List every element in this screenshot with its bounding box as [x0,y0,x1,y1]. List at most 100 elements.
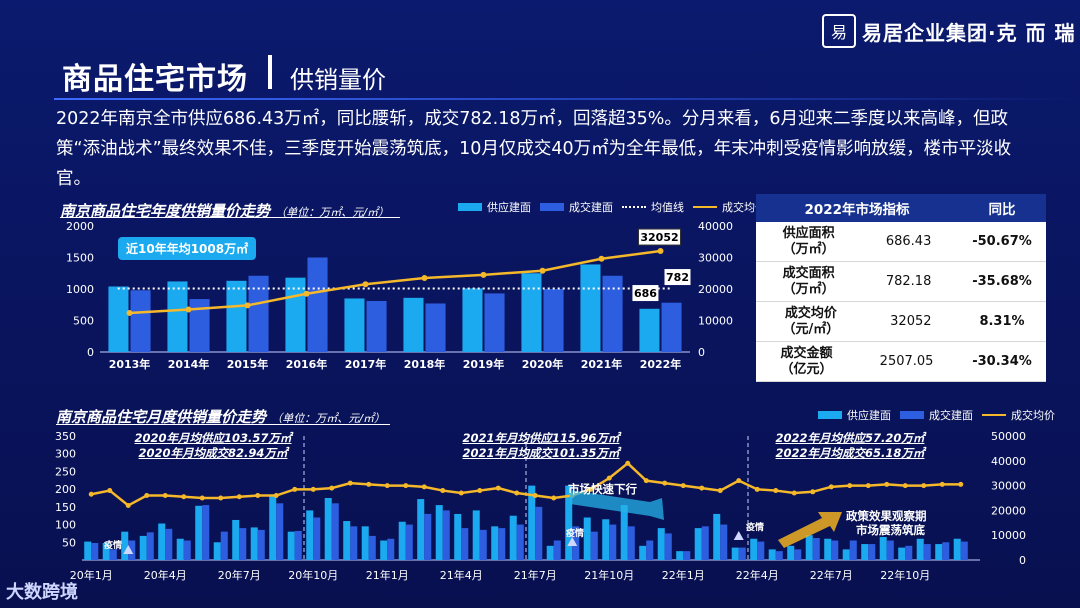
monthly-bar-supply [528,485,536,560]
monthly-bar-deal [498,528,506,560]
monthly-bar-deal [701,526,709,560]
epidemic-marker-icon [567,537,578,546]
annual-price-line [129,249,661,315]
kpi-yoy: 8.31% [958,301,1046,342]
annual-bar-deal [602,275,623,352]
legend-avg: 均值线 [651,201,684,214]
monthly-bar-deal [257,529,265,560]
monthly-bar-deal [812,538,820,560]
monthly-bar-supply [565,485,573,560]
annual-bar-supply [639,308,660,352]
monthly-price-point [236,494,242,500]
annual-ytick-left: 2000 [66,220,94,233]
kpi-label-main: 成交面积 [782,265,835,281]
annual-bar-deal [661,302,682,352]
monthly-bar-deal [757,541,765,560]
monthly-price-point [477,488,483,494]
monthly-bar-supply [916,538,924,560]
annual-price-point [598,255,605,262]
monthly-price-point [810,489,816,495]
monthly-bar-deal [146,532,154,560]
kpi-header-yoy: 同比 [958,194,1046,222]
monthly-bar-supply [546,545,554,560]
monthly-chart-unit: （单位：万㎡、元/㎡） [271,412,385,425]
kpi-value: 782.18 [885,273,932,289]
monthly-bar-supply [102,542,110,560]
monthly-chart-title: 南京商品住宅月度供销量价走势 （单位：万㎡、元/㎡） [56,406,385,427]
monthly-price-point [88,491,94,497]
monthly-price-point [329,485,335,491]
monthly-xtick: 20年1月 [70,568,113,582]
monthly-price-point [551,495,557,501]
monthly-price-point [421,484,427,490]
kpi-row: 成交均价 （元/㎡） 32052 8.31% [756,301,1046,342]
monthly-bar-deal [535,506,543,560]
annual-bar-supply [226,280,247,352]
monthly-bar-deal [331,503,339,560]
monthly-price-point [606,475,612,481]
monthly-price-point [643,478,649,484]
monthly-bar-supply [509,515,517,560]
monthly-bar-deal [442,510,450,560]
monthly-bar-supply [417,499,425,560]
epidemic-marker-icon [733,531,744,540]
legend-supply: 供应建面 [487,201,531,214]
annual-xtick: 2013年 [109,357,151,371]
monthly-bar-deal [350,526,358,560]
marker-epidemic-3: 疫情 [746,523,765,533]
kpi-header-indicator: 2022年市场指标 [756,194,958,222]
monthly-bar-deal [572,526,580,560]
legend-swatch-m-deal [900,411,924,419]
downturn-arrow-icon [570,490,664,520]
monthly-bar-supply [491,526,499,560]
monthly-price-line [91,461,961,507]
monthly-bar-supply [121,531,129,560]
monthly-bar-supply [824,538,832,560]
page-title: 商品住宅市场 [62,62,248,97]
monthly-price-point [273,493,279,499]
annotation-2022-deal: 2022年月均成交65.18万㎡ [775,446,925,460]
monthly-bar-supply [676,551,684,560]
monthly-xtick: 21年7月 [514,568,557,582]
kpi-label: 成交面积 （万㎡） 782.18 [756,261,958,302]
kpi-label: 成交金额 （亿元） 2507.05 [756,341,958,382]
annual-bar-supply [462,288,483,352]
monthly-ytick-left: 300 [55,448,76,461]
annotation-2020: 2020年月均供应103.57万㎡ 2020年月均成交82.94万㎡ [128,431,298,461]
monthly-bar-deal [942,542,950,560]
monthly-bar-deal [202,505,210,560]
title-divider [268,55,272,89]
monthly-xtick: 20年7月 [218,568,261,582]
monthly-bar-supply [842,549,850,560]
monthly-bar-supply [583,517,591,560]
monthly-bar-deal [553,540,561,560]
annual-chart-title: 南京商品住宅年度供销量价走势 （单位：万㎡、元/㎡） [60,200,389,221]
kpi-label: 供应面积 （万㎡） 686.43 [756,222,958,262]
kpi-value: 686.43 [885,233,932,249]
monthly-ytick-left: 100 [55,519,76,532]
monthly-bar-deal [479,529,487,560]
monthly-bar-deal [831,540,839,560]
monthly-price-point [902,483,908,489]
kpi-label-main: 成交金额 [780,345,833,361]
monthly-xtick: 22年1月 [662,568,705,582]
annual-bar-deal [484,293,505,352]
monthly-bar-supply [269,494,277,560]
monthly-price-point [699,485,705,491]
monthly-price-point [255,493,261,499]
annual-bar-supply [580,264,601,352]
monthly-bar-deal [627,526,635,560]
footer-brand: 大数跨境 [6,582,78,603]
monthly-price-point [495,485,501,491]
monthly-bar-deal [294,530,302,560]
annual-deal-label: 782 [666,271,689,284]
legend-deal: 成交建面 [569,201,613,214]
annual-price-label: 32052 [640,231,678,244]
monthly-bar-supply [380,540,388,560]
kpi-label-unit: （万㎡） [782,281,835,297]
annotation-2022-supply: 2022年月均供应57.20万㎡ [775,431,925,445]
monthly-price-point [625,460,631,466]
bottoming-arrow-icon [778,512,842,548]
kpi-yoy: -50.67% [958,222,1046,262]
annual-xtick: 2018年 [404,357,446,371]
